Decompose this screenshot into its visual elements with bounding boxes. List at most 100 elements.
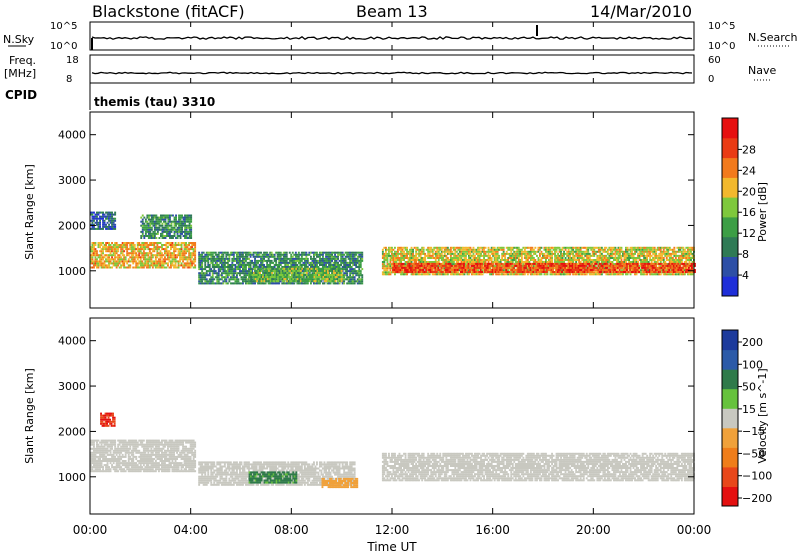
- power-cell: [324, 276, 326, 278]
- power-cell: [475, 257, 478, 259]
- power-cell: [278, 282, 281, 285]
- power-cell: [555, 273, 558, 276]
- power-cell: [619, 248, 621, 251]
- power-cell: [606, 250, 609, 253]
- power-cell: [260, 255, 262, 258]
- power-cell: [185, 214, 188, 217]
- power-cell: [229, 282, 232, 285]
- power-cell: [561, 257, 564, 259]
- power-cell: [398, 259, 401, 261]
- power-cell: [228, 253, 231, 256]
- power-cell: [492, 261, 495, 263]
- power-cell: [173, 220, 176, 223]
- power-cell: [323, 266, 326, 268]
- power-cell: [567, 252, 570, 255]
- power-cell: [111, 221, 113, 224]
- power-cell: [427, 246, 430, 249]
- power-cell: [184, 214, 186, 217]
- power-cell: [94, 254, 97, 257]
- power-cell: [327, 280, 329, 283]
- power-cell: [510, 257, 513, 259]
- power-cell: [216, 261, 219, 264]
- power-cell: [261, 270, 264, 273]
- power-cell: [272, 267, 275, 270]
- power-cell: [210, 280, 213, 283]
- power-cell: [213, 270, 216, 273]
- power-cell: [273, 282, 276, 285]
- power-cell: [346, 268, 349, 271]
- power-cell: [183, 258, 186, 261]
- power-cell: [257, 268, 259, 271]
- power-cell: [141, 218, 144, 221]
- power-cell: [620, 273, 623, 276]
- power-cell: [242, 272, 244, 275]
- power-cell: [554, 273, 556, 276]
- power-cell: [242, 257, 244, 260]
- power-cell: [91, 256, 94, 259]
- power-cell: [593, 250, 596, 253]
- power-cell: [246, 282, 249, 285]
- power-cell: [188, 222, 191, 225]
- power-cell: [194, 250, 197, 253]
- power-cell: [184, 224, 186, 227]
- power-cell: [457, 252, 460, 255]
- power-cell: [452, 248, 455, 251]
- power-cell: [163, 226, 165, 229]
- power-cell: [188, 254, 191, 257]
- power-cell: [179, 226, 182, 229]
- power-cell: [358, 255, 361, 258]
- power-cell: [555, 259, 558, 261]
- power-cell: [261, 264, 264, 266]
- power-cell: [616, 269, 618, 272]
- power-cell: [91, 262, 94, 265]
- power-cell: [246, 274, 249, 277]
- power-cell: [112, 260, 115, 263]
- power-cell: [401, 257, 404, 259]
- power-cell: [626, 273, 629, 276]
- power-cell: [617, 257, 620, 259]
- power-cell: [174, 250, 177, 253]
- power-cell: [333, 276, 335, 278]
- power-cell: [440, 252, 443, 255]
- power-cell: [611, 257, 614, 259]
- power-cell: [249, 266, 252, 268]
- power-cell: [404, 261, 407, 263]
- power-cell: [282, 259, 285, 262]
- power-cell: [111, 223, 113, 226]
- power-cell: [284, 257, 287, 260]
- power-cell: [457, 261, 460, 263]
- power-cell: [114, 260, 117, 263]
- power-cell: [168, 260, 171, 263]
- power-cell: [161, 216, 164, 219]
- power-cell: [594, 246, 597, 249]
- power-cell: [548, 254, 550, 257]
- power-cell: [640, 269, 642, 272]
- power-cell: [236, 255, 238, 258]
- power-cell: [220, 257, 223, 260]
- power-cell: [424, 273, 427, 276]
- power-cell: [170, 230, 173, 233]
- power-cell: [108, 260, 110, 263]
- power-cell: [174, 244, 177, 246]
- power-cell: [534, 273, 537, 276]
- power-cell: [409, 259, 411, 261]
- power-cell: [490, 259, 493, 261]
- power-cell: [644, 257, 647, 259]
- power-cell: [305, 255, 308, 258]
- power-cell: [525, 259, 528, 261]
- power-cell: [352, 268, 355, 271]
- power-cell: [164, 252, 166, 255]
- power-cell: [336, 271, 338, 274]
- power-cell: [422, 257, 425, 259]
- power-cell: [208, 270, 211, 273]
- power-cell: [111, 213, 113, 216]
- power-cell: [169, 214, 171, 217]
- power-cell: [272, 269, 275, 272]
- power-cell: [256, 280, 258, 283]
- power-cell: [129, 252, 132, 255]
- power-cell: [489, 273, 491, 276]
- power-cell: [343, 261, 346, 264]
- power-cell: [410, 248, 413, 251]
- power-cell: [322, 278, 325, 281]
- power-cell: [225, 257, 228, 260]
